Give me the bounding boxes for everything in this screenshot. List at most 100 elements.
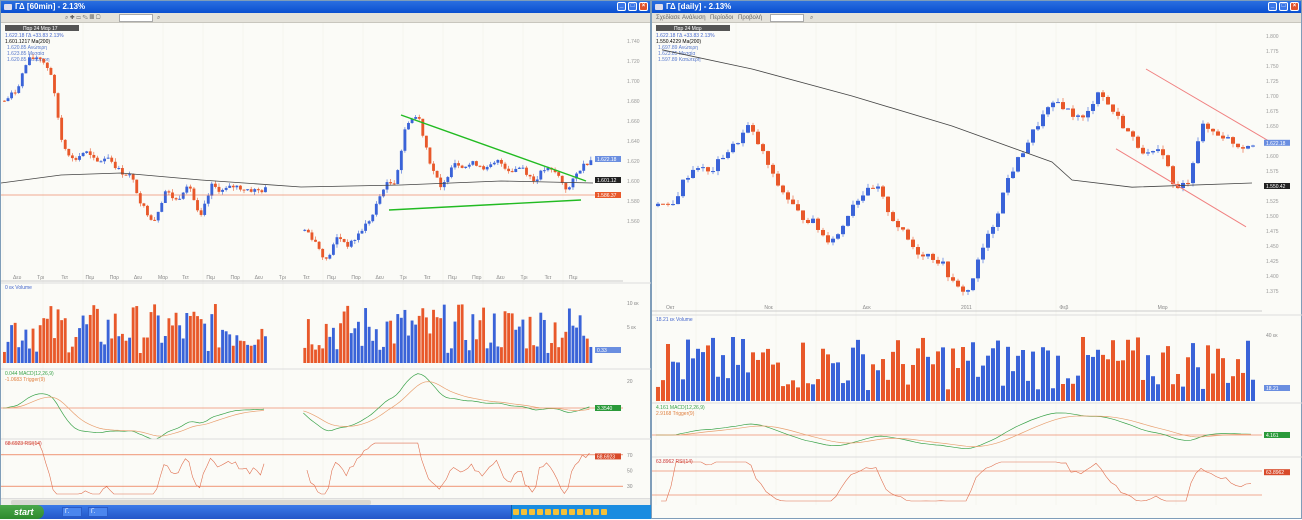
candle [856,200,860,205]
minimize-button[interactable]: _ [1268,2,1277,11]
volume-bar [550,343,553,363]
volume-bar [389,320,393,363]
candle [471,161,475,165]
volume-bar [956,368,960,401]
candle [78,156,81,160]
volume-axis-tick: 5 εκ [627,325,636,331]
volume-bar [510,313,514,363]
volume-bar [449,348,453,363]
candle [371,214,375,222]
volume-bar [578,315,582,363]
start-button[interactable]: start [0,505,44,519]
menu-periods[interactable]: Περίοδοι [710,15,734,21]
symbol-input[interactable] [119,14,153,22]
volume-bar [374,329,378,363]
rsi-value: 68.6923 [597,454,615,460]
x-axis-tick: Παρ [472,275,482,281]
candle [876,186,880,189]
volume-bar [221,329,224,363]
price-axis-tick: 1.675 [1266,109,1279,115]
volume-bar [906,384,910,401]
candle [1151,151,1155,153]
taskbar-item[interactable]: Γ. [88,507,108,517]
volume-bar [525,348,528,363]
volume-bar [414,324,418,363]
price-axis-tick: 1.525 [1266,199,1279,205]
maximize-button[interactable]: □ [1279,2,1288,11]
volume-bar [761,352,765,401]
volume-bar [661,380,665,401]
candle [314,239,317,242]
candle [364,223,368,231]
volume-bar [991,348,995,401]
volume-bar [38,325,42,363]
chart-area[interactable]: Παρ 24 Μαρ 171.622.18 ΓΔ +33.83 2.13%1.6… [1,23,652,508]
candle [246,189,250,191]
close-button[interactable]: × [1290,2,1299,11]
candle [936,259,940,264]
candle [525,167,528,175]
volume-bar [671,361,675,401]
candle [256,189,260,191]
volume-bar [239,340,242,363]
candle [1141,147,1145,154]
volume-bar [335,349,339,363]
candle [906,229,910,240]
volume-bar [1136,337,1140,401]
price-axis-tick: 1.725 [1266,79,1279,85]
minimize-button[interactable]: _ [617,2,626,11]
taskbar-item[interactable]: Γ. [62,507,82,517]
horizontal-scrollbar[interactable] [1,498,650,505]
title-bar[interactable]: ΓΔ [60min] - 2.13% _ □ × [1,1,650,13]
search-icon[interactable]: ⌕ [157,15,161,21]
candle [324,257,328,259]
volume-bar [886,379,890,401]
title-bar[interactable]: ΓΔ [daily] - 2.13% _ □ × [652,1,1301,13]
volume-bar [1131,350,1135,401]
candle [881,186,885,197]
candle [1201,123,1205,142]
legend-date-bg [656,25,730,31]
chart-window-daily[interactable]: ΓΔ [daily] - 2.13% _ □ × Σχεδίασε Ανάλυση … [651,0,1302,519]
x-axis-tick: Νοε [764,305,773,311]
candle [213,183,217,187]
price-axis-tick: 1.740 [627,39,640,45]
menu-draw[interactable]: Σχεδίασε [656,15,681,21]
candle [510,171,514,173]
volume-bar [736,364,740,401]
candle [492,162,496,165]
candle [171,192,174,199]
candle [306,229,310,233]
candle [106,157,110,159]
candle [961,286,965,292]
volume-bar [60,320,64,363]
close-button[interactable]: × [639,2,648,11]
candle [1171,166,1175,185]
volume-bar [721,355,725,401]
chart-window-60min[interactable]: ΓΔ [60min] - 2.13% _ □ × ⌕ ✚ ▭ ✎ ▦ ▢ ⌕ Παρ… [0,0,652,519]
price-axis-tick: 1.660 [627,119,640,125]
volume-bar [196,316,199,363]
symbol-input[interactable] [770,14,804,22]
system-tray [511,505,651,519]
candle [310,232,314,240]
candle [1091,104,1095,111]
candle [124,174,128,176]
volume-bar [460,304,464,363]
zoom-icon[interactable]: ⌕ ✚ ▭ ✎ ▦ ▢ [65,15,101,21]
menu-analysis[interactable]: Ανάλυση [682,15,706,21]
volume-bar [691,358,695,401]
volume-bar [106,319,110,363]
rsi-line [6,442,590,495]
maximize-button[interactable]: □ [628,2,637,11]
candle [113,161,117,169]
volume-bar [24,329,28,363]
menu-view[interactable]: Προβολή [738,15,763,21]
candle [891,212,895,222]
candle [986,233,990,248]
search-icon[interactable]: ⌕ [810,15,814,21]
candle [811,218,815,224]
scrollbar-thumb[interactable] [11,500,371,505]
macd-label: 0.044 MACD(12,26,9) [5,371,54,377]
